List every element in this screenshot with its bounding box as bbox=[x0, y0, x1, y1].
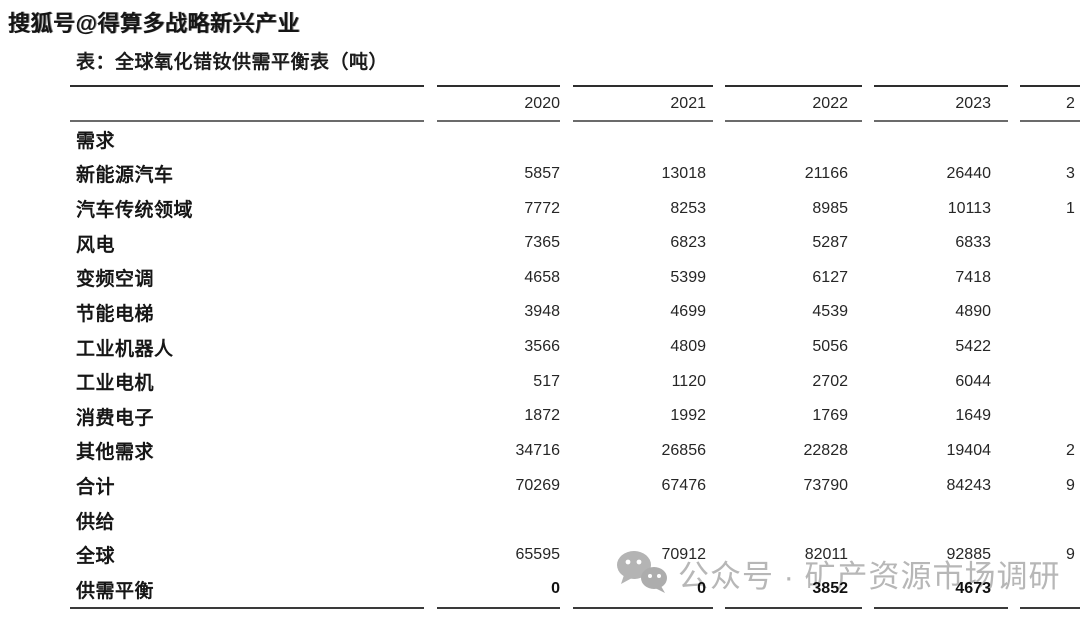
top-watermark: 搜狐号@得算多战略新兴产业 bbox=[8, 11, 300, 36]
table-row: 需求 bbox=[70, 122, 1080, 157]
cell-2023: 19404 bbox=[946, 441, 992, 459]
table-rows: 需求新能源汽车 5857 13018 21166 26440 3 汽车传统领域 7772 825… bbox=[70, 122, 1080, 607]
table-border-bottom bbox=[70, 607, 1080, 609]
cell-2022: 21166 bbox=[804, 164, 848, 182]
cell-2023: 92885 bbox=[946, 545, 992, 563]
table-row: 节能电梯 3948 4699 4539 4890 bbox=[70, 295, 1080, 330]
cell-2021: 6823 bbox=[670, 234, 706, 252]
table-row: 消费电子 1872 1992 1769 1649 bbox=[70, 399, 1080, 434]
cell-2021: 4699 bbox=[670, 303, 706, 321]
cell-2022: 82011 bbox=[804, 545, 848, 563]
table-header-divider bbox=[70, 120, 1080, 122]
cell-2022: 8985 bbox=[812, 199, 848, 217]
cell-2022: 1769 bbox=[812, 407, 848, 425]
row-label: 工业电机 bbox=[76, 373, 155, 395]
table-header-row: 2020 2021 2022 2023 2 bbox=[70, 87, 1080, 120]
cell-2023: 5422 bbox=[955, 338, 991, 356]
row-label: 新能源汽车 bbox=[76, 165, 174, 187]
table-row: 工业机器人 3566 4809 5056 5422 bbox=[70, 330, 1080, 365]
table-row: 合计 70269 67476 73790 84243 9 bbox=[70, 468, 1080, 503]
column-header-2020: 2020 bbox=[524, 94, 560, 112]
cell-2022: 4539 bbox=[812, 303, 848, 321]
cell-2020: 4658 bbox=[524, 268, 560, 286]
cell-2021: 5399 bbox=[670, 268, 706, 286]
table-row: 风电 7365 6823 5287 6833 bbox=[70, 226, 1080, 261]
table-row: 汽车传统领域 7772 8253 8985 10113 1 bbox=[70, 191, 1080, 226]
table-border-top bbox=[70, 85, 1080, 87]
column-header-clipped: 2 bbox=[1066, 94, 1075, 112]
row-label: 工业机器人 bbox=[76, 338, 174, 360]
row-label: 全球 bbox=[76, 546, 116, 568]
cell-2022: 2702 bbox=[812, 372, 848, 390]
table-row: 变频空调 4658 5399 6127 7418 bbox=[70, 261, 1080, 296]
cell-2023: 4673 bbox=[955, 580, 991, 598]
cell-2022: 22828 bbox=[803, 441, 849, 459]
table-row: 全球 65595 70912 82011 92885 9 bbox=[70, 538, 1080, 573]
cell-2020: 1872 bbox=[524, 407, 560, 425]
cell-2023: 84243 bbox=[946, 476, 992, 494]
row-label: 节能电梯 bbox=[76, 303, 155, 325]
supply-demand-table: 2020 2021 2022 2023 2 需求 新能源汽车 5857 13018 21… bbox=[70, 85, 1080, 609]
row-label: 变频空调 bbox=[76, 269, 155, 291]
cell-2: 3 bbox=[1066, 164, 1075, 182]
table-row: 供需平衡 0 0 3852 4673 bbox=[70, 572, 1080, 607]
cell-2021: 70912 bbox=[661, 545, 707, 563]
cell-2021: 1992 bbox=[670, 407, 706, 425]
bottom-watermark: 公众号 · 矿产资源市场调研 bbox=[614, 548, 1061, 599]
cell-2020: 3566 bbox=[524, 338, 560, 356]
cell-2023: 6044 bbox=[955, 372, 991, 390]
row-label: 其他需求 bbox=[76, 442, 155, 464]
column-header-2021: 2021 bbox=[670, 94, 706, 112]
row-label: 消费电子 bbox=[76, 407, 155, 429]
cell-2021: 67476 bbox=[661, 476, 707, 494]
cell-2022: 6127 bbox=[812, 268, 848, 286]
row-label: 合计 bbox=[76, 477, 116, 499]
row-label: 供给 bbox=[76, 511, 116, 533]
table-row: 工业电机 517 1120 2702 6044 bbox=[70, 364, 1080, 399]
cell-2020: 3948 bbox=[524, 303, 560, 321]
cell-2023: 4890 bbox=[955, 303, 991, 321]
cell-2: 1 bbox=[1066, 199, 1075, 217]
table-row: 供给 bbox=[70, 503, 1080, 538]
table-row: 其他需求 34716 26856 22828 19404 2 bbox=[70, 434, 1080, 469]
cell-2023: 10113 bbox=[947, 199, 991, 217]
cell-2020: 7772 bbox=[524, 199, 560, 217]
table-title: 表：全球氧化错钕供需平衡表（吨） bbox=[76, 52, 389, 73]
cell-2022: 73790 bbox=[803, 476, 849, 494]
cell-2: 9 bbox=[1066, 476, 1075, 494]
cell-2022: 5287 bbox=[812, 234, 848, 252]
cell-2020: 7365 bbox=[524, 234, 560, 252]
row-label: 风电 bbox=[76, 234, 116, 256]
cell-2023: 6833 bbox=[955, 234, 991, 252]
table-row: 新能源汽车 5857 13018 21166 26440 3 bbox=[70, 157, 1080, 192]
cell-2023: 7418 bbox=[955, 268, 991, 286]
cell-2020: 5857 bbox=[524, 164, 560, 182]
cell-2020: 70269 bbox=[515, 476, 561, 494]
cell-2020: 65595 bbox=[515, 545, 561, 563]
cell-2: 2 bbox=[1066, 441, 1075, 459]
cell-2021: 8253 bbox=[670, 199, 706, 217]
column-header-2022: 2022 bbox=[812, 94, 848, 112]
cell-2023: 1649 bbox=[955, 407, 991, 425]
cell-2021: 4809 bbox=[670, 338, 706, 356]
cell-2020: 34716 bbox=[515, 441, 561, 459]
column-header-2023: 2023 bbox=[955, 94, 991, 112]
bottom-watermark-text: 公众号 · 矿产资源市场调研 bbox=[678, 559, 1061, 594]
row-label: 供需平衡 bbox=[76, 580, 155, 602]
cell-2022: 3852 bbox=[812, 580, 848, 598]
cell-2021: 13018 bbox=[661, 164, 707, 182]
cell-2021: 1120 bbox=[671, 372, 706, 390]
cell-2022: 5056 bbox=[812, 338, 848, 356]
cell-2023: 26440 bbox=[946, 164, 992, 182]
cell-2020: 517 bbox=[533, 372, 560, 390]
row-label: 需求 bbox=[76, 130, 116, 152]
row-label: 汽车传统领域 bbox=[76, 200, 194, 222]
cell-2: 9 bbox=[1066, 545, 1075, 563]
cell-2020: 0 bbox=[551, 580, 560, 598]
cell-2021: 26856 bbox=[661, 441, 707, 459]
wechat-icon bbox=[614, 548, 670, 599]
cell-2021: 0 bbox=[697, 580, 706, 598]
